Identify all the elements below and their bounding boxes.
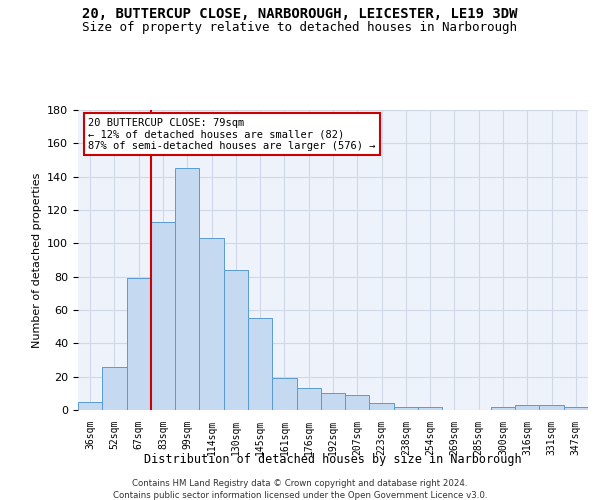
- Text: 20 BUTTERCUP CLOSE: 79sqm
← 12% of detached houses are smaller (82)
87% of semi-: 20 BUTTERCUP CLOSE: 79sqm ← 12% of detac…: [88, 118, 376, 150]
- Text: Size of property relative to detached houses in Narborough: Size of property relative to detached ho…: [83, 21, 517, 34]
- Text: 20, BUTTERCUP CLOSE, NARBOROUGH, LEICESTER, LE19 3DW: 20, BUTTERCUP CLOSE, NARBOROUGH, LEICEST…: [82, 8, 518, 22]
- Bar: [224, 270, 248, 410]
- Bar: [151, 222, 175, 410]
- Bar: [418, 406, 442, 410]
- Bar: [78, 402, 102, 410]
- Text: Contains HM Land Registry data © Crown copyright and database right 2024.: Contains HM Land Registry data © Crown c…: [132, 479, 468, 488]
- Bar: [248, 318, 272, 410]
- Bar: [491, 406, 515, 410]
- Bar: [102, 366, 127, 410]
- Bar: [394, 406, 418, 410]
- Bar: [175, 168, 199, 410]
- Bar: [199, 238, 224, 410]
- Bar: [539, 405, 564, 410]
- Bar: [564, 406, 588, 410]
- Text: Distribution of detached houses by size in Narborough: Distribution of detached houses by size …: [144, 452, 522, 466]
- Bar: [370, 404, 394, 410]
- Y-axis label: Number of detached properties: Number of detached properties: [32, 172, 41, 348]
- Bar: [515, 405, 539, 410]
- Bar: [296, 388, 321, 410]
- Bar: [345, 395, 370, 410]
- Text: Contains public sector information licensed under the Open Government Licence v3: Contains public sector information licen…: [113, 491, 487, 500]
- Bar: [127, 278, 151, 410]
- Bar: [272, 378, 296, 410]
- Bar: [321, 394, 345, 410]
